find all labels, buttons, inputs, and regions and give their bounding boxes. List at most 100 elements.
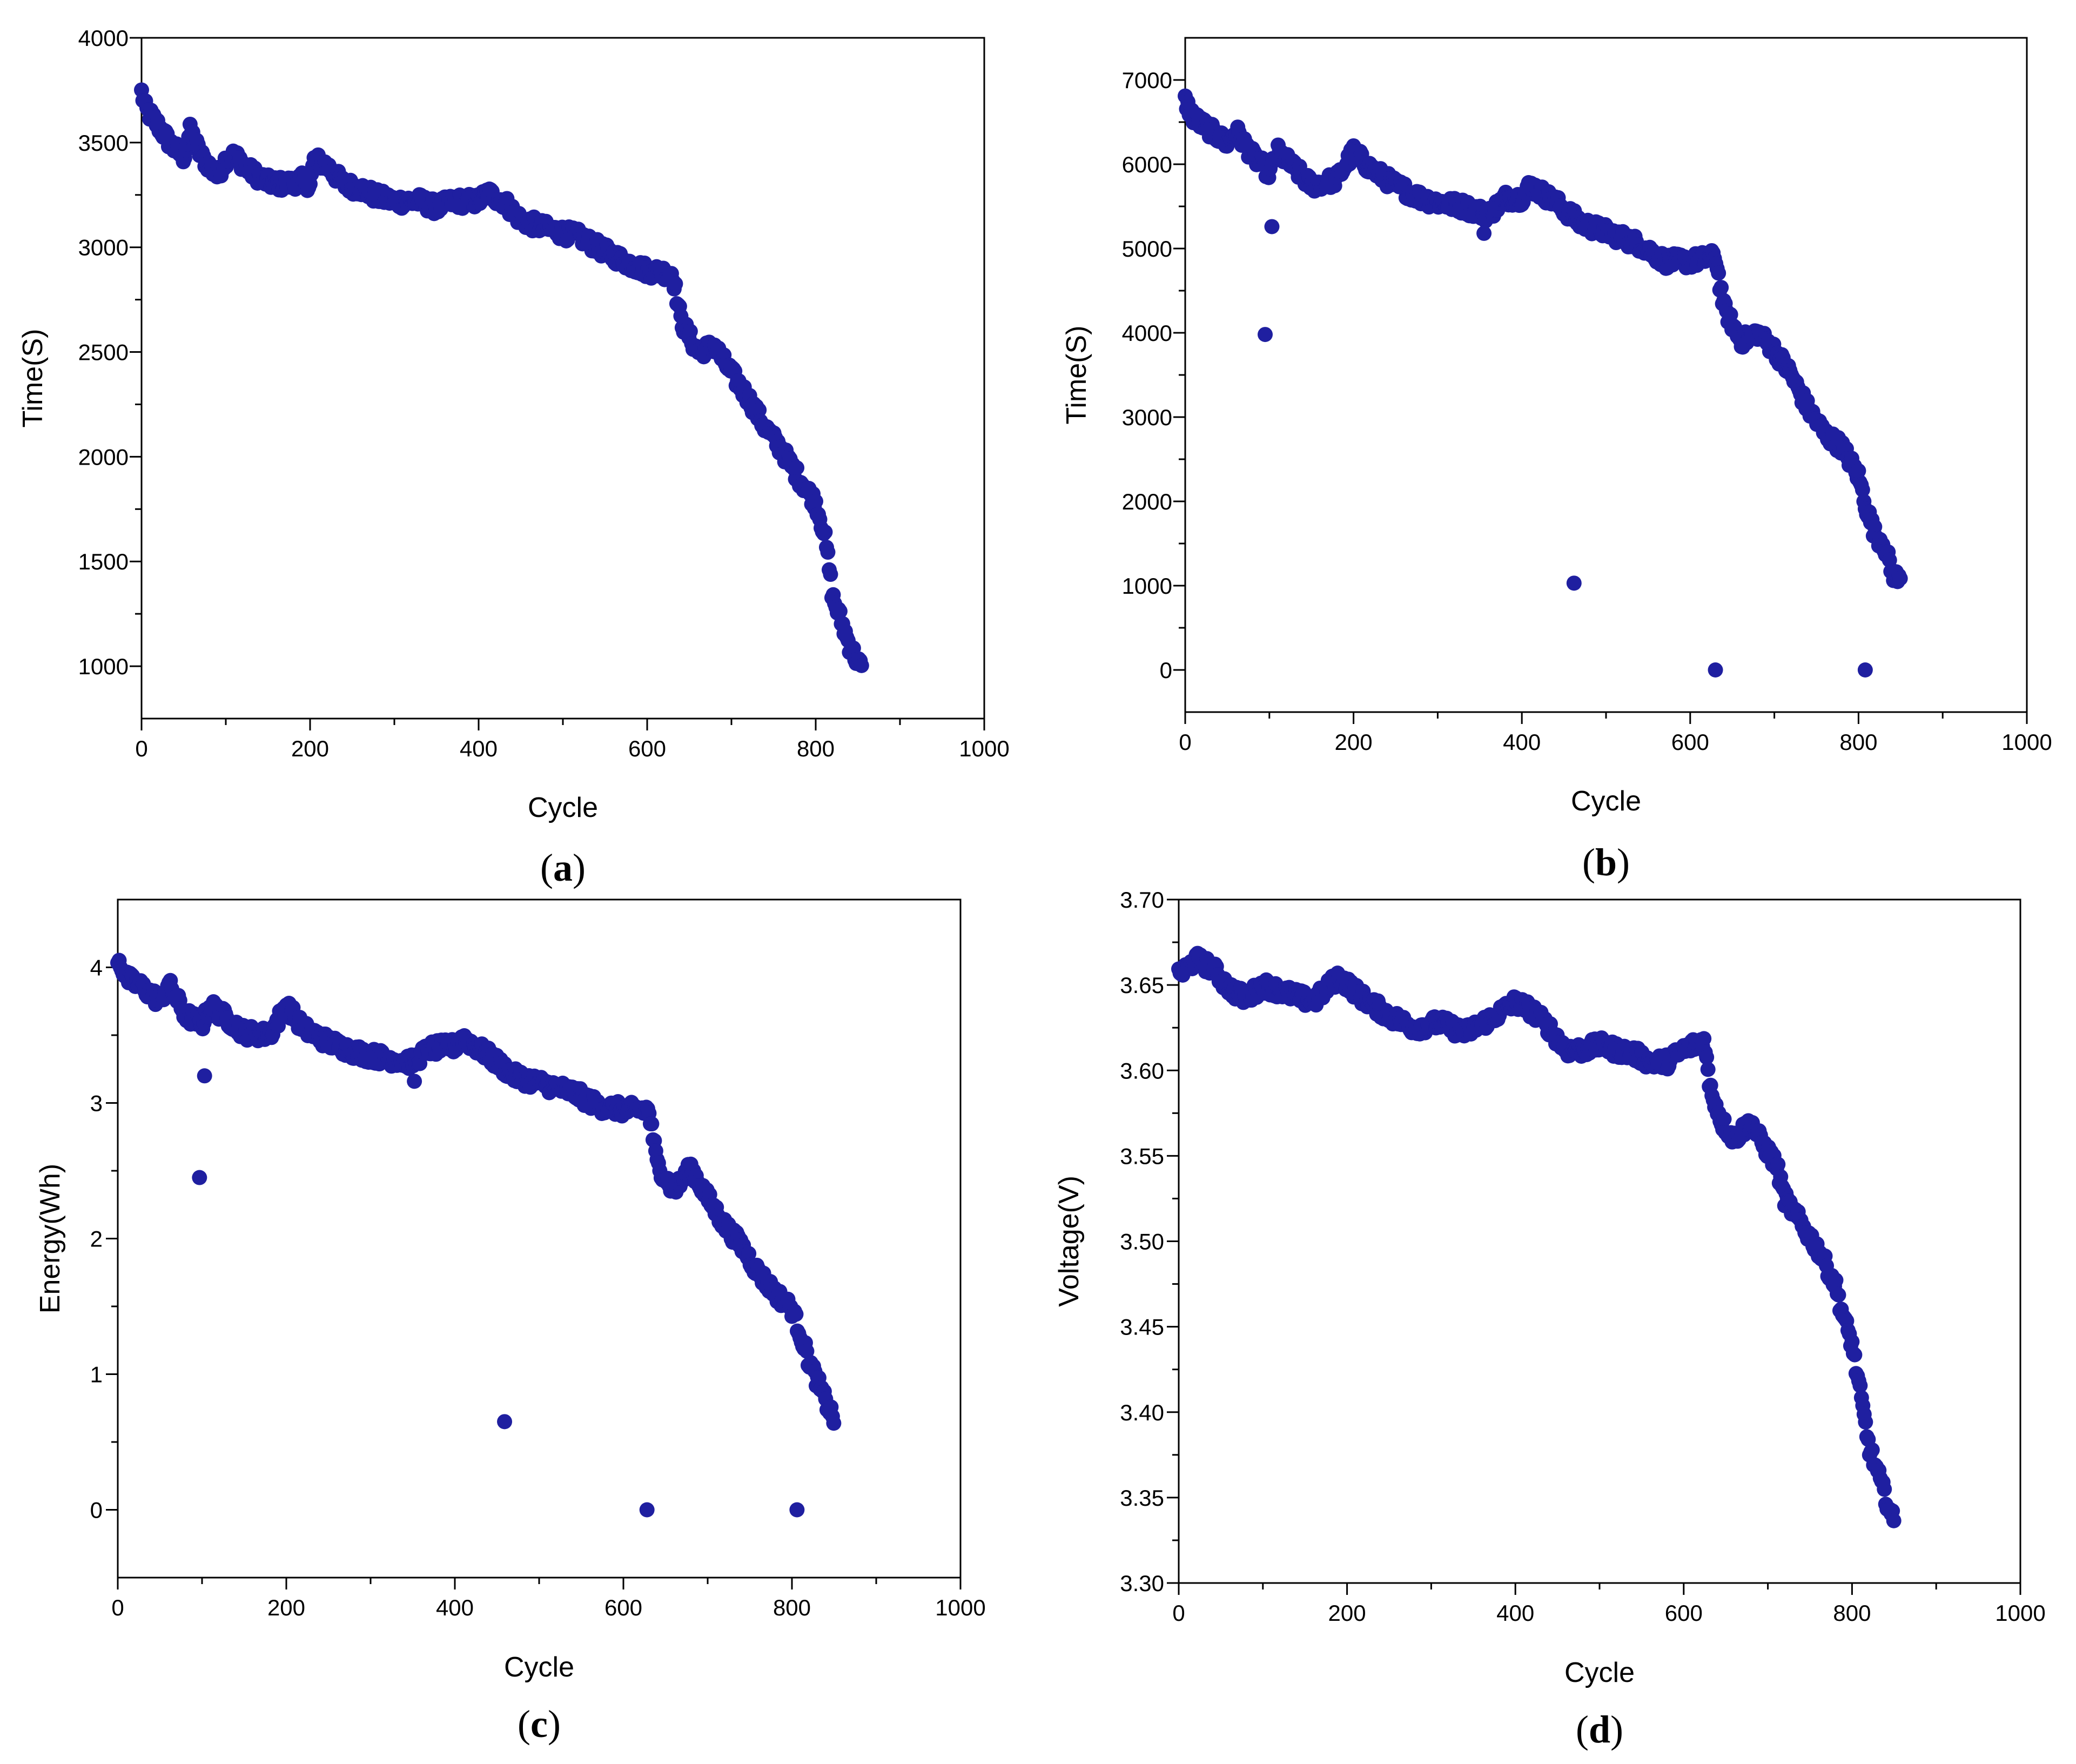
x-tick-label: 1000 [1995,1600,2045,1626]
data-points [110,953,842,1518]
caption-open-paren: ( [540,846,553,889]
x-tick-label: 200 [1335,729,1373,755]
data-point [1699,1050,1715,1065]
outlier-point [197,1068,212,1084]
outlier-point [1264,219,1280,234]
data-point [682,324,698,339]
y-tick-label: 3.40 [1120,1400,1164,1425]
outlier-point [789,1502,805,1518]
x-tick-label: 800 [1839,729,1877,755]
data-point [644,1116,660,1132]
data-points [134,82,869,673]
caption-open-paren: ( [1582,841,1595,884]
y-tick-label: 1 [90,1362,103,1387]
y-tick-label: 2 [90,1226,103,1252]
data-point [1877,1481,1892,1497]
x-axis-label: Cycle [528,792,598,823]
y-tick-label: 3.30 [1120,1571,1164,1596]
outlier-point [639,1502,655,1518]
x-tick-label: 800 [797,736,835,761]
x-tick-label: 400 [460,736,498,761]
data-point [1886,1513,1902,1528]
y-tick-label: 3.65 [1120,972,1164,998]
data-point [854,658,869,673]
caption-close-paren: ) [573,846,586,889]
y-tick-label: 3.50 [1120,1229,1164,1255]
panel-caption: (d) [1576,1708,1623,1751]
data-point [1700,1062,1716,1077]
data-point [668,276,683,292]
y-tick-label: 6000 [1122,152,1172,177]
caption-close-paren: ) [1617,841,1630,884]
y-tick-label: 3 [90,1091,103,1116]
caption-open-paren: ( [1576,1708,1589,1751]
data-point [1855,482,1870,498]
outlier-point [1708,662,1723,678]
y-tick-label: 3.45 [1120,1314,1164,1340]
y-axis-label: Time(S) [1061,326,1092,425]
y-tick-label: 3000 [1122,405,1172,430]
x-axis-label: Cycle [1571,786,1641,817]
data-point [1696,1031,1712,1047]
x-tick-label: 0 [135,736,147,761]
x-axis-label: Cycle [504,1652,574,1683]
y-tick-label: 2000 [78,444,129,469]
y-tick-label: 4000 [78,25,129,51]
y-axis-label: Energy(Wh) [35,1164,66,1313]
y-tick-label: 4 [90,955,103,981]
x-tick-label: 200 [291,736,329,761]
x-tick-label: 1000 [2001,729,2052,755]
x-axis-label: Cycle [1564,1657,1635,1688]
data-points [1178,88,1908,678]
data-point [823,567,838,582]
data-point [1892,571,1908,586]
outlier-point [1566,575,1582,591]
data-point [826,1416,842,1431]
y-tick-label: 2000 [1122,489,1172,514]
y-tick-label: 0 [1160,658,1172,683]
data-point [1770,1157,1786,1172]
data-point [820,545,836,560]
y-tick-label: 7000 [1122,68,1172,93]
y-axis-label: Voltage(V) [1053,1176,1085,1307]
data-point [1851,463,1866,479]
x-tick-label: 0 [1179,729,1191,755]
y-tick-label: 3500 [78,130,129,156]
y-tick-label: 4000 [1122,320,1172,346]
x-tick-label: 0 [111,1595,124,1620]
x-tick-label: 600 [604,1595,642,1620]
data-point [1831,1287,1846,1303]
y-tick-label: 5000 [1122,236,1172,261]
x-tick-label: 200 [267,1595,305,1620]
y-tick-label: 3.55 [1120,1143,1164,1169]
chart-panel-c: 0 200 400 600 800 1000 0 1 2 3 4 Cycle Energy(Wh) (c) [35,898,986,1746]
x-tick-label: 800 [773,1595,811,1620]
x-tick-label: 600 [1665,1600,1703,1626]
panel-caption: (b) [1582,841,1630,884]
x-tick-label: 200 [1328,1600,1366,1626]
x-tick-label: 400 [1503,729,1541,755]
caption-letter: d [1589,1708,1610,1751]
chart-panel-a: 0 200 400 600 800 1000 1000 1500 2000 2500 3000 350… [17,25,1010,889]
data-point [1852,1378,1868,1393]
x-tick-label: 1000 [935,1595,985,1620]
outlier-point [192,1170,207,1185]
y-tick-label: 2500 [78,340,129,365]
data-point [1714,280,1729,296]
x-tick-label: 600 [1671,729,1709,755]
y-axis-label: Time(S) [17,329,49,428]
data-point [808,493,823,509]
data-point [789,460,805,475]
caption-letter: a [553,846,573,889]
panels: 0 200 400 600 800 100010001500200025003000350… [17,25,2052,1751]
panel-caption: (a) [540,846,586,889]
y-tick-label: 1500 [78,549,129,574]
x-tick-label: 400 [436,1595,474,1620]
data-point [1864,1442,1880,1458]
y-tick-label: 1000 [1122,573,1172,599]
data-point [799,1343,815,1359]
y-tick-label: 3.60 [1120,1058,1164,1083]
data-point [1844,1334,1860,1350]
